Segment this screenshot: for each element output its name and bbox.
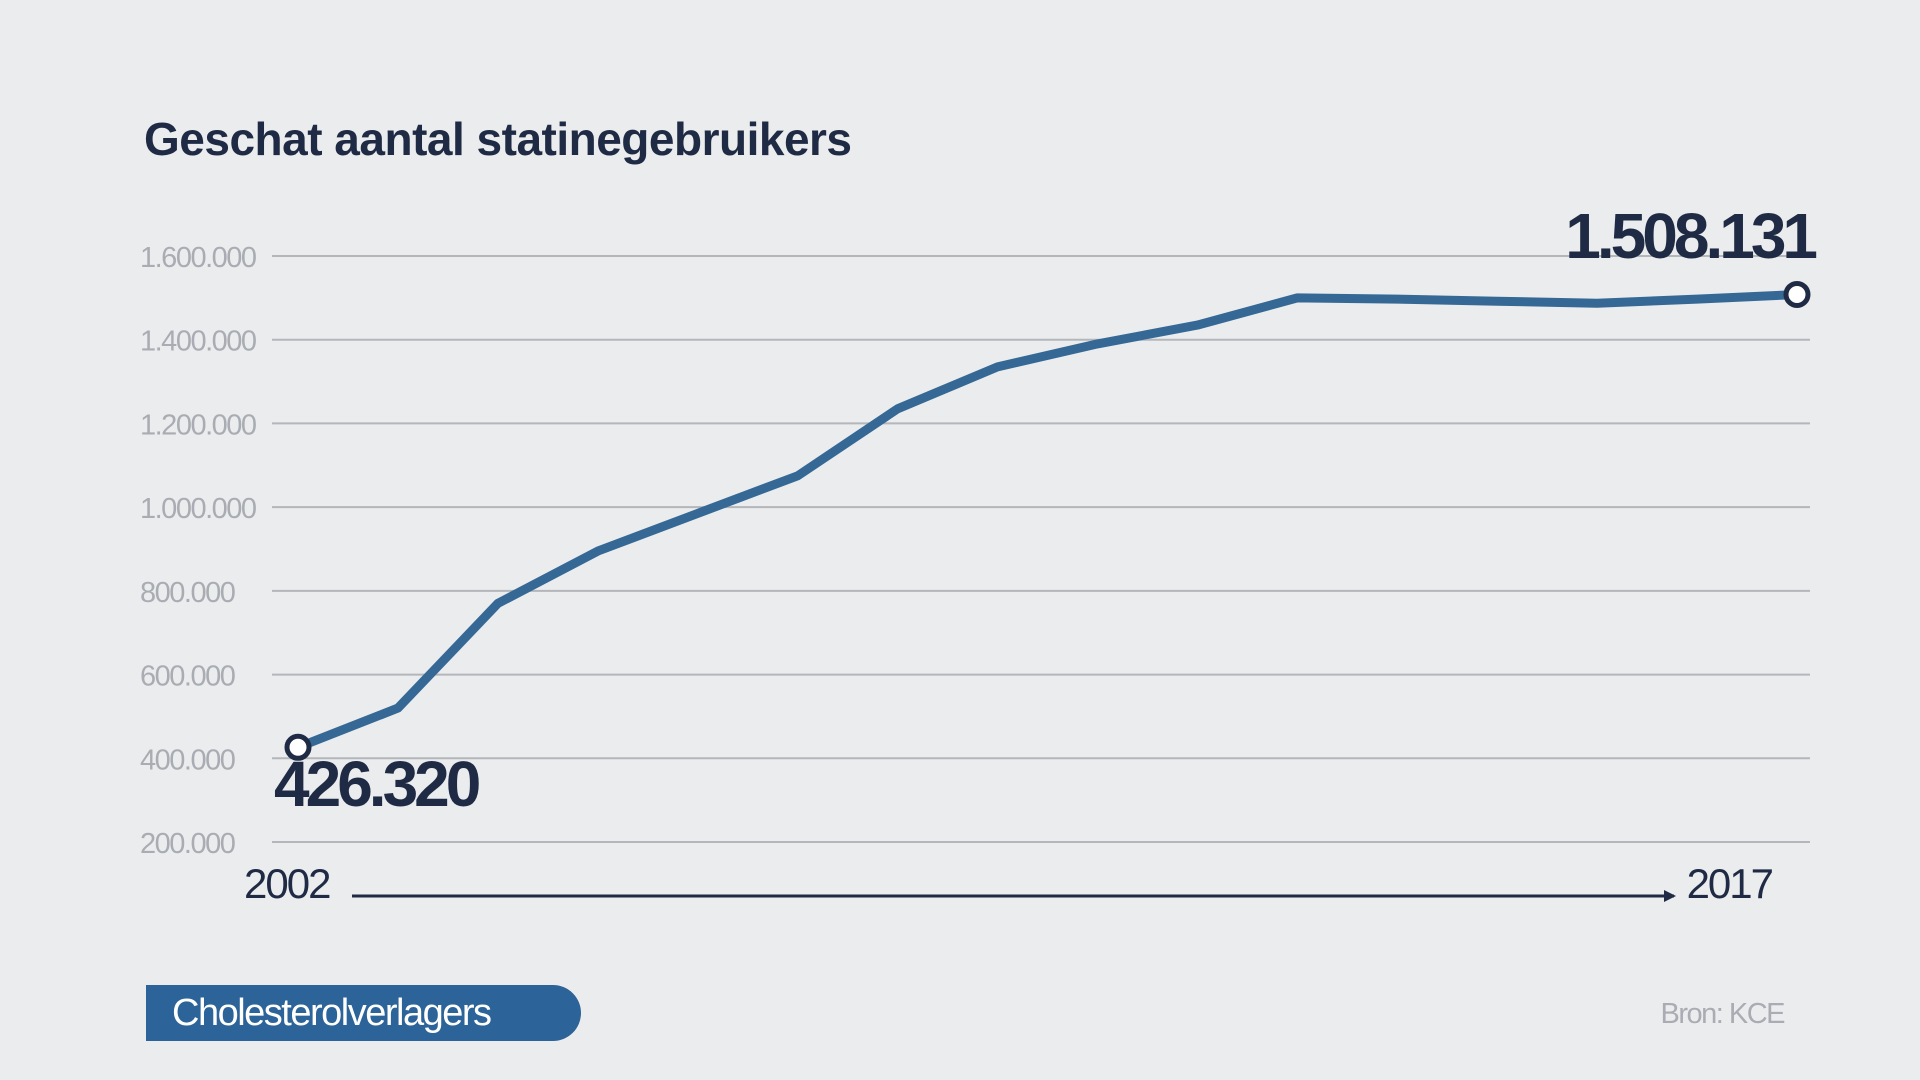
endpoint-markers [284,280,1811,761]
y-tick-label: 1.000.000 [140,493,256,525]
y-tick-label: 200.000 [140,828,235,860]
y-tick-label: 400.000 [140,744,235,776]
y-tick-label: 1.200.000 [140,409,256,441]
end-point-marker [1783,280,1811,308]
y-tick-label: 1.600.000 [140,242,256,274]
y-tick-label: 800.000 [140,577,235,609]
gridlines [272,255,1810,843]
y-tick-label: 1.400.000 [140,326,256,358]
y-axis-ticks: 1.600.000 1.400.000 1.200.000 1.000.000 800.… [140,242,257,860]
x-end-label: 2017 [1687,860,1773,907]
category-badge: Cholesterolverlagers [146,985,581,1041]
start-point-marker [284,733,312,761]
y-tick-label: 600.000 [140,661,235,693]
source-label: Bron: KCE [1660,998,1786,1030]
series-layer [293,290,1802,752]
end-value-label: 1.508.131 [1565,200,1816,272]
start-value-label: 426.320 [274,748,479,820]
chart-title: Geschat aantal statinegebruikers [144,113,852,165]
x-start-label: 2002 [244,860,330,907]
series-line [293,290,1802,752]
